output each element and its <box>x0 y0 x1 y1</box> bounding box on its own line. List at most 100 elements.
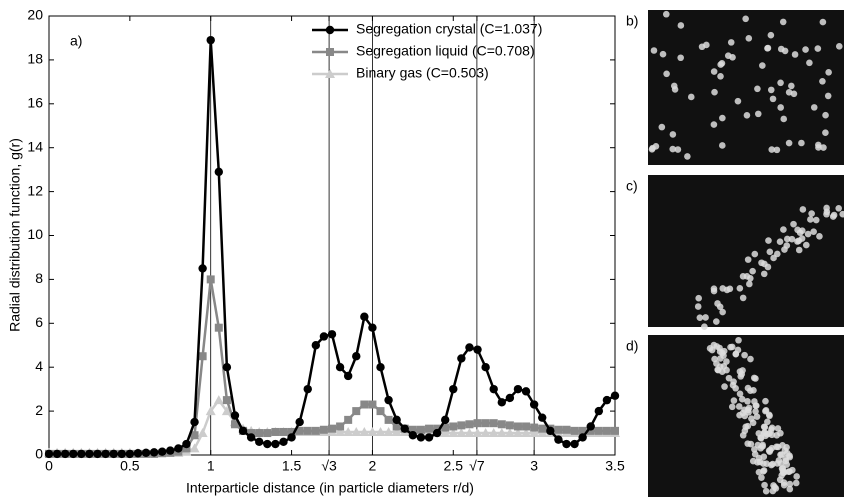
marker <box>383 426 394 436</box>
particle <box>711 88 718 96</box>
marker <box>424 433 434 442</box>
particle <box>781 246 788 253</box>
particle <box>772 485 780 492</box>
particle <box>727 343 734 351</box>
marker <box>392 415 401 425</box>
image-label: c) <box>626 178 638 194</box>
marker <box>263 429 272 438</box>
marker <box>448 428 459 438</box>
marker <box>465 420 474 429</box>
marker <box>360 312 369 321</box>
y-tick-label: 16 <box>27 95 43 111</box>
x-tick-label: 1.5 <box>282 458 302 474</box>
particle <box>764 263 772 271</box>
marker <box>594 406 604 416</box>
particle <box>674 146 682 153</box>
marker <box>578 426 587 435</box>
marker <box>441 423 450 432</box>
particle <box>783 235 791 243</box>
particle <box>786 480 794 488</box>
marker <box>336 422 345 431</box>
y-tick-label: 20 <box>27 7 43 23</box>
particle <box>757 444 764 452</box>
marker <box>489 419 498 428</box>
marker <box>497 398 506 407</box>
particle <box>804 230 812 238</box>
particle <box>728 403 736 411</box>
marker <box>416 425 425 434</box>
marker <box>546 426 555 436</box>
marker <box>93 449 102 459</box>
marker <box>174 444 183 453</box>
particle <box>816 233 823 240</box>
particle <box>745 35 753 42</box>
y-tick-label: 8 <box>35 270 43 286</box>
particle <box>806 59 813 67</box>
particle <box>743 111 751 119</box>
particle <box>824 92 832 100</box>
particle <box>768 424 776 432</box>
marker <box>538 424 547 433</box>
particle <box>735 403 743 410</box>
particle <box>839 210 844 218</box>
marker <box>521 428 532 438</box>
marker <box>271 439 280 449</box>
marker <box>522 422 531 431</box>
plot-frame <box>48 15 616 456</box>
particle <box>736 411 743 419</box>
particle <box>762 406 770 414</box>
particle <box>684 153 691 160</box>
x-axis-label: Interparticle distance (in particle diam… <box>186 480 474 496</box>
particle <box>764 44 772 52</box>
marker <box>230 420 239 429</box>
marker <box>287 433 296 442</box>
particle <box>714 300 721 307</box>
marker <box>255 429 264 438</box>
legend-label: Segregation liquid (C=0.708) <box>356 43 535 59</box>
particle <box>652 143 660 150</box>
marker <box>554 425 563 434</box>
particle <box>749 457 757 465</box>
particle <box>723 286 731 294</box>
marker <box>441 415 450 425</box>
marker <box>562 439 571 449</box>
particle <box>754 85 761 93</box>
particle <box>795 246 803 254</box>
marker <box>311 341 321 350</box>
marker <box>133 449 143 458</box>
marker <box>586 426 595 435</box>
marker <box>206 35 215 45</box>
marker <box>344 415 353 424</box>
particle <box>830 211 838 219</box>
particle <box>780 115 788 123</box>
marker <box>481 363 490 372</box>
marker <box>473 419 482 428</box>
particle <box>747 387 754 394</box>
marker <box>190 431 199 440</box>
marker <box>367 426 378 436</box>
particle <box>783 444 790 451</box>
y-tick-label: 18 <box>27 51 43 67</box>
particle <box>762 487 770 495</box>
marker <box>425 424 434 433</box>
particle <box>773 432 781 439</box>
marker <box>570 439 579 449</box>
marker <box>562 425 571 434</box>
particle <box>702 314 709 321</box>
marker <box>158 447 167 456</box>
particle <box>814 45 822 52</box>
marker <box>230 411 240 420</box>
marker <box>602 426 611 435</box>
particle <box>710 287 718 295</box>
marker <box>570 426 579 435</box>
particle <box>751 398 758 405</box>
marker <box>246 433 256 442</box>
particle <box>737 373 745 380</box>
y-tick-label: 10 <box>27 226 43 242</box>
marker <box>343 426 354 436</box>
marker <box>343 371 353 381</box>
marker <box>335 363 345 372</box>
particle <box>730 397 738 404</box>
marker <box>457 354 466 363</box>
particle <box>658 123 666 131</box>
